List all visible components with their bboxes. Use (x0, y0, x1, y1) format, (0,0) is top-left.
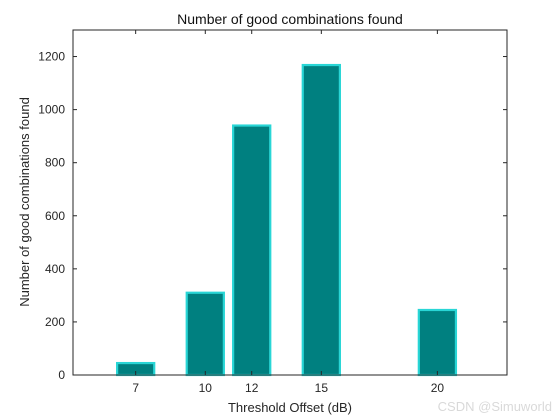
x-axis-label: Threshold Offset (dB) (228, 400, 352, 415)
x-tick-label: 7 (132, 381, 139, 395)
y-tick-label: 1200 (38, 50, 65, 64)
x-tick-label: 15 (315, 381, 329, 395)
bar-12 (232, 124, 272, 377)
y-tick-label: 600 (45, 209, 65, 223)
x-tick-label: 20 (431, 381, 445, 395)
y-tick-label: 400 (45, 262, 65, 276)
watermark: CSDN @Simuworld (437, 399, 552, 414)
chart-title: Number of good combinations found (177, 11, 403, 27)
bars-layer (115, 63, 458, 377)
bar-10 (185, 291, 225, 377)
y-tick-label: 800 (45, 156, 65, 170)
x-tick-label: 10 (199, 381, 213, 395)
bar-20 (417, 308, 458, 377)
plot-frame (72, 29, 508, 376)
bar-15 (301, 63, 341, 377)
y-tick-label: 200 (45, 315, 65, 329)
y-tick-label: 1000 (38, 103, 65, 117)
x-tick-label: 12 (245, 381, 259, 395)
y-tick-label: 0 (58, 368, 65, 382)
y-axis-label: Number of good combinations found (17, 97, 32, 307)
